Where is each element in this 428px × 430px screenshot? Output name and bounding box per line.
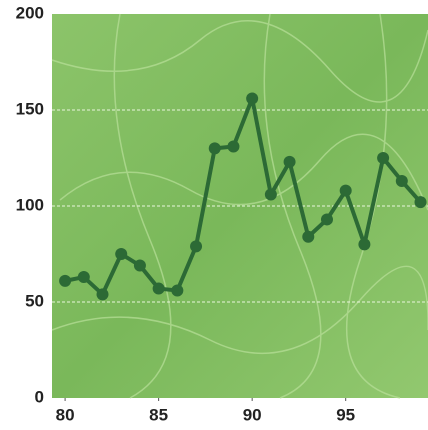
x-tick-label: 90 bbox=[243, 405, 262, 424]
point bbox=[171, 284, 183, 296]
point bbox=[284, 156, 296, 168]
point bbox=[78, 271, 90, 283]
y-tick-label: 200 bbox=[16, 3, 44, 22]
point bbox=[209, 142, 221, 154]
x-tick-label: 85 bbox=[149, 405, 168, 424]
y-tick-label: 150 bbox=[16, 99, 44, 118]
point bbox=[115, 248, 127, 260]
point bbox=[396, 175, 408, 187]
point bbox=[415, 196, 427, 208]
x-tick-label: 80 bbox=[56, 405, 75, 424]
point bbox=[340, 185, 352, 197]
y-tick-label: 100 bbox=[16, 195, 44, 214]
point bbox=[302, 231, 314, 243]
point bbox=[153, 283, 165, 295]
point bbox=[246, 92, 258, 104]
point bbox=[227, 140, 239, 152]
point bbox=[134, 260, 146, 272]
y-tick-label: 50 bbox=[25, 291, 44, 310]
point bbox=[321, 213, 333, 225]
chart: 0 50 100 150 200 80 85 90 95 bbox=[0, 0, 428, 430]
point bbox=[358, 238, 370, 250]
point bbox=[265, 188, 277, 200]
point bbox=[97, 288, 109, 300]
x-tick-label: 95 bbox=[336, 405, 355, 424]
point bbox=[377, 152, 389, 164]
point bbox=[190, 240, 202, 252]
y-tick-label: 0 bbox=[35, 387, 44, 406]
point bbox=[59, 275, 71, 287]
